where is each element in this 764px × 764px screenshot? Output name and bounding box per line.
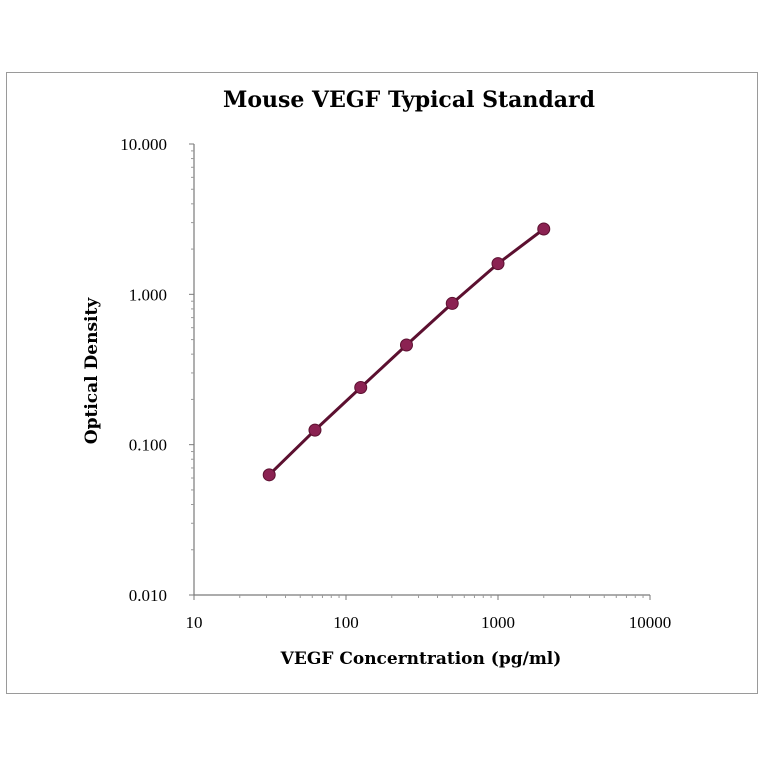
data-point [262,468,276,482]
chart-svg: Mouse VEGF Typical Standard VEGF Concern… [82,87,671,669]
chart-frame: Mouse VEGF Typical Standard VEGF Concern… [6,72,758,694]
data-point [491,257,505,271]
x-tick-label: 10000 [629,613,672,632]
y-tick-label: 0.010 [129,586,167,605]
data-marks [262,222,551,482]
x-tick-label: 1000 [481,613,515,632]
data-point [445,296,459,310]
data-point [354,381,368,395]
data-point [399,338,413,352]
data-point [537,222,551,236]
x-axis-label: VEGF Concerntration (pg/ml) [280,649,562,669]
chart-title: Mouse VEGF Typical Standard [223,87,595,113]
axes [193,144,650,596]
x-tick-label: 100 [333,613,359,632]
y-tick-label: 0.100 [129,436,167,455]
y-tick-label: 10.000 [120,135,167,154]
y-axis-label: Optical Density [82,297,102,445]
ticks: 0.010 0.100 1.000 10.000 10 100 1000 10000 [120,135,671,632]
data-point [308,423,322,437]
x-tick-label: 10 [186,613,203,632]
y-tick-label: 1.000 [129,285,167,304]
